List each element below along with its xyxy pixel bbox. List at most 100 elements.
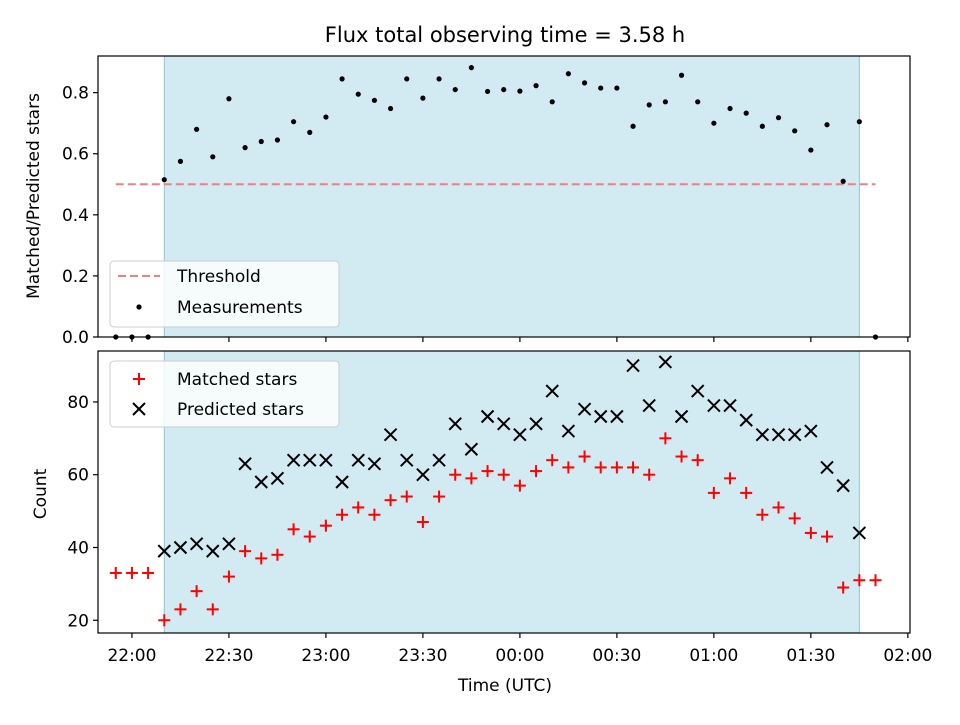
- predicted-star-point: [723, 398, 737, 413]
- measurement-point: [242, 145, 248, 151]
- measurement-point: [452, 86, 458, 93]
- measurement-point: [194, 126, 200, 132]
- predicted-star-point: [642, 398, 656, 413]
- x-stroke-b: [836, 478, 850, 493]
- measurement-point: [371, 97, 378, 103]
- measurement-point: [695, 99, 701, 105]
- x-stroke-b: [755, 427, 770, 442]
- matched-star-point: [562, 461, 575, 474]
- x-stroke-b: [448, 417, 462, 431]
- predicted-star-point: [303, 453, 317, 467]
- measurement-point: [210, 154, 216, 160]
- x-stroke-b: [173, 540, 188, 555]
- matched-star-point: [643, 468, 656, 481]
- measurement-point: [387, 105, 394, 112]
- y-tick-label: 0.8: [62, 84, 89, 104]
- x-stroke-b: [157, 544, 171, 558]
- measurement-point: [775, 115, 782, 121]
- matched-star-point: [384, 494, 397, 507]
- matched-star-point: [691, 454, 704, 467]
- measurement-legend-marker: [136, 304, 142, 310]
- predicted-star-point: [400, 453, 414, 467]
- x-stroke-b: [804, 424, 818, 438]
- matched-star-point: [449, 468, 462, 481]
- top-legend-box: [109, 260, 340, 328]
- measurement-point: [468, 65, 475, 71]
- measurement-point: [339, 76, 345, 82]
- predicted-star-point: [852, 526, 867, 540]
- x-stroke-b: [707, 398, 721, 413]
- x-stroke-b: [852, 526, 867, 540]
- matched-star-point: [239, 545, 252, 558]
- predicted-star-point: [448, 417, 462, 431]
- measurement-point: [711, 120, 717, 126]
- predicted-stars-points: [157, 355, 867, 558]
- x-stroke-b: [642, 398, 656, 413]
- predicted-star-point: [513, 427, 527, 442]
- measurement-point: [759, 123, 765, 129]
- bottom-legend: Matched stars Predicted stars: [109, 360, 340, 428]
- measurement-point: [808, 147, 814, 153]
- x-stroke-b: [400, 453, 414, 467]
- measurement-points: [113, 65, 879, 340]
- matched-star-point: [190, 585, 203, 598]
- x-stroke-b: [416, 468, 430, 482]
- x-stroke-b: [561, 424, 576, 438]
- x-tick-label: 00:00: [495, 646, 544, 666]
- matched-star-point: [174, 603, 187, 616]
- matched-star-point: [206, 603, 219, 616]
- matched-star-point: [287, 523, 300, 536]
- predicted-star-point: [432, 453, 446, 467]
- x-stroke-b: [690, 384, 705, 398]
- x-stroke-b: [319, 453, 333, 467]
- measurement-point: [662, 99, 668, 105]
- measurement-point: [727, 105, 733, 112]
- measurement-point: [549, 99, 555, 105]
- matched-star-point: [513, 479, 526, 492]
- measurement-point: [484, 88, 491, 95]
- matched-star-point: [481, 465, 494, 478]
- matched-star-point: [271, 548, 284, 561]
- predicted-star-point: [658, 355, 673, 369]
- measurement-point: [824, 122, 830, 128]
- x-stroke-b: [820, 460, 834, 475]
- x-stroke-b: [335, 475, 349, 489]
- x-stroke-b: [367, 457, 382, 471]
- x-tick-label: 02:00: [883, 646, 932, 666]
- y-tick-label: 20: [67, 611, 89, 631]
- matched-star-point: [319, 519, 332, 532]
- x-stroke-b: [739, 413, 753, 427]
- measurement-point: [307, 129, 313, 135]
- top-y-axis-label: Matched/Predicted stars: [24, 93, 44, 299]
- x-stroke-b: [238, 457, 252, 471]
- predicted-star-point: [222, 537, 236, 551]
- x-tick-label: 22:00: [107, 646, 156, 666]
- measurement-point: [517, 88, 523, 94]
- matched-star-point: [853, 574, 866, 587]
- matched-star-point: [869, 574, 882, 587]
- matched-star-point: [158, 614, 171, 627]
- matched-star-point: [142, 566, 155, 579]
- measurement-point: [258, 138, 264, 145]
- x-stroke-b: [723, 398, 737, 413]
- matched-star-point: [675, 450, 688, 463]
- measurement-point: [792, 128, 798, 134]
- matched-star-point: [546, 454, 559, 467]
- measurement-point: [323, 114, 329, 120]
- matched-star-point: [336, 508, 349, 521]
- matched-star-point: [740, 486, 753, 499]
- x-tick-label: 00:30: [592, 646, 641, 666]
- bottom-axes-frame: [97, 350, 911, 634]
- top-y-ticks: 0.0 0.2 0.4 0.6 0.8: [62, 84, 98, 348]
- predicted-star-point: [497, 417, 511, 431]
- x-tick-label: 01:30: [786, 646, 835, 666]
- x-stroke-b: [529, 417, 543, 431]
- predicted-star-point: [610, 409, 624, 424]
- measurement-point: [290, 119, 297, 125]
- predicted-star-point: [464, 442, 479, 456]
- measurement-point: [420, 95, 426, 101]
- matched-star-point: [530, 465, 543, 478]
- predicted-star-point: [238, 457, 252, 471]
- measurement-point: [646, 102, 652, 108]
